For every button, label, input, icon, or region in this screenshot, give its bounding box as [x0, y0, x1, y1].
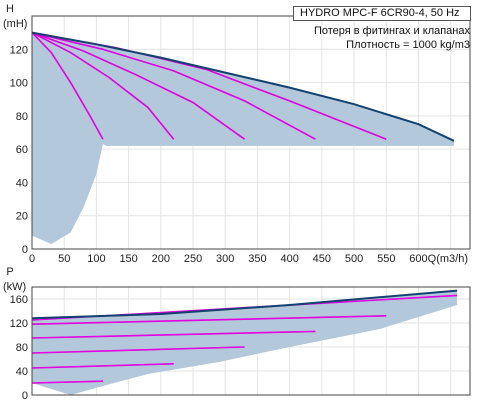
losses-note: Потеря в фитингах и клапанах	[313, 25, 470, 37]
y-tick-label: 80	[16, 342, 28, 354]
x-tick-label: 350	[248, 253, 266, 265]
x-tick-label: 500	[345, 253, 363, 265]
y-tick-label: 0	[22, 390, 28, 400]
x-tick-label: 200	[152, 253, 170, 265]
density-note: Плотность = 1000 kg/m3	[346, 39, 470, 51]
x-tick-label: 0	[29, 253, 35, 265]
x-tick-label: 400	[280, 253, 298, 265]
y-tick-label: 120	[10, 44, 28, 56]
y-tick-label: 120	[10, 318, 28, 330]
x-tick-label: 50	[58, 253, 70, 265]
y-axis-unit: (mH)	[3, 18, 27, 30]
power-curve	[31, 330, 316, 339]
x-tick-label: 600	[409, 253, 427, 265]
y-axis-symbol: P	[6, 266, 13, 278]
x-tick-label: 550	[377, 253, 395, 265]
plot-frame	[31, 286, 471, 396]
y-tick-label: 60	[16, 144, 28, 156]
y-tick-label: 160	[10, 294, 28, 306]
plot-frame	[31, 15, 471, 250]
power-area	[32, 290, 458, 395]
max-power-curve	[31, 289, 458, 320]
head-flow-chart: 0 20 40 60 80 100 120 0 50 100 150 200 250 300 350 400 4…	[3, 3, 471, 265]
x-tick-label: 450	[313, 253, 331, 265]
x-axis-label: Q(m3/h)	[428, 253, 468, 265]
power-curve	[31, 346, 245, 354]
x-tick-label: 150	[119, 253, 137, 265]
y-tick-label: 80	[16, 111, 28, 123]
max-speed-curve	[31, 31, 455, 142]
power-chart: 0 40 80 120 160 P (kW)	[3, 266, 471, 402]
y-axis-symbol: H	[6, 3, 14, 15]
power-curve	[31, 380, 103, 384]
y-tick-label: 40	[16, 177, 28, 189]
speed-curve	[31, 31, 175, 140]
y-tick-label: 100	[10, 78, 28, 90]
power-curve	[31, 315, 387, 325]
y-tick-label: 40	[16, 366, 28, 378]
y-tick-label: 20	[16, 211, 28, 223]
chart-title: HYDRO MPC-F 6CR90-4, 50 Hz	[293, 6, 471, 21]
y-axis-unit: (kW)	[3, 281, 26, 293]
y-tick-label: 0	[22, 244, 28, 256]
speed-curve	[31, 32, 104, 140]
speed-curve	[31, 31, 246, 140]
x-tick-label: 300	[216, 253, 234, 265]
x-tick-label: 100	[87, 253, 105, 265]
x-tick-label: 250	[184, 253, 202, 265]
power-curve	[31, 363, 174, 369]
speed-curve	[31, 31, 316, 140]
